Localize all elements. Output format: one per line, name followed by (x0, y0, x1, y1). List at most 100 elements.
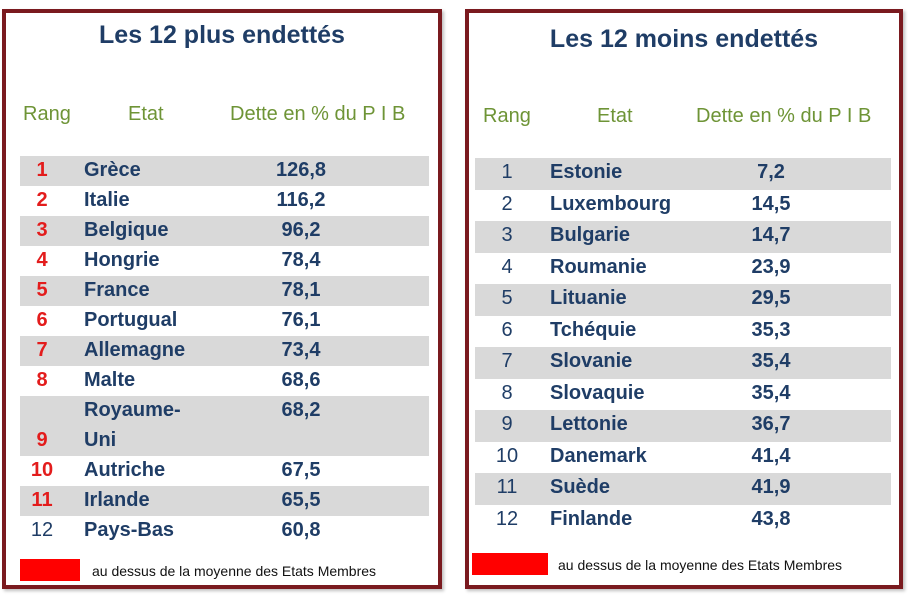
state-cell: Grèce (84, 159, 141, 182)
debt-cell: 35,4 (751, 381, 791, 404)
debt-cell: 78,4 (281, 249, 321, 271)
debt-cell: 23,9 (751, 255, 791, 278)
table-row: 5 Lituanie 29,5 (475, 284, 891, 316)
debt-cell: 76,1 (281, 309, 321, 331)
state-name: Bulgarie (550, 224, 631, 246)
state-name: Danemark (550, 444, 647, 467)
state-cell: Italie (84, 189, 130, 212)
rank-cell: 6 (501, 318, 513, 341)
table-row: 8 Slovaquie 35,4 (475, 379, 891, 411)
state-cell: Hongrie (84, 249, 160, 272)
table-row: 4 Roumanie 23,9 (475, 253, 891, 285)
above-average-legend-text: au dessus de la moyenne des Etats Membre… (92, 563, 377, 579)
state-name: Allemagne (84, 339, 186, 361)
rank-cell: 5 (501, 287, 513, 309)
table-row: 11 Suède 41,9 (475, 473, 891, 505)
state-cell: Slovanie (550, 350, 632, 373)
rank-cell: 11 (496, 476, 518, 498)
state-name: Lettonie (550, 413, 628, 435)
debt-cell: 116,2 (276, 189, 326, 211)
state-name: Slovaquie (550, 381, 645, 404)
state-cell: Allemagne (84, 339, 185, 362)
state-name: Suède (550, 476, 611, 498)
debt-cell: 7,2 (757, 161, 785, 183)
state-name: Malte (84, 369, 136, 391)
state-name: Slovanie (550, 350, 633, 372)
state-cell: Finlande (550, 508, 632, 531)
state-name: Roumanie (550, 255, 647, 278)
above-average-legend-swatch (472, 553, 548, 575)
rank-cell: 4 (36, 249, 48, 271)
debt-cell: 41,4 (751, 444, 791, 467)
debt-cell: 78,1 (281, 279, 321, 301)
debt-header: Dette en % du P I B (230, 103, 406, 125)
state-name: Lituanie (550, 287, 627, 309)
table-row: 4 Hongrie 78,4 (20, 246, 429, 276)
state-cell: Pays-Bas (84, 519, 174, 542)
least-indebted-panel: Les 12 moins endettés Rang Etat Dette en… (465, 9, 903, 589)
debt-cell: 14,7 (751, 224, 791, 246)
debt-cell: 67,5 (281, 459, 321, 481)
rank-cell: 7 (501, 350, 513, 372)
debt-cell: 35,4 (751, 350, 791, 372)
debt-cell: 96,2 (281, 219, 321, 241)
debt-cell: 29,5 (751, 287, 791, 309)
state-name: Tchéquie (550, 318, 637, 341)
table-row: 11 Irlande 65,5 (20, 486, 429, 516)
rank-header: Rang (483, 105, 531, 127)
state-name: Grèce (84, 159, 141, 181)
state-cell: Tchéquie (550, 319, 636, 342)
state-cell: Suède (550, 476, 610, 499)
rank-cell: 1 (36, 159, 48, 181)
table-row: 12 Finlande 43,8 (475, 505, 891, 537)
table-row: 9 Lettonie 36,7 (475, 410, 891, 442)
table-row: 1 Estonie 7,2 (475, 158, 891, 190)
state-cell: Malte (84, 369, 135, 392)
state-cell: Belgique (84, 219, 168, 242)
rank-cell: 4 (501, 255, 513, 278)
state-name: Pays-Bas (84, 519, 175, 541)
debt-cell: 126,8 (275, 159, 327, 181)
rank-header: Rang (23, 103, 71, 125)
state-name: Belgique (84, 219, 169, 241)
state-cell: Bulgarie (550, 224, 630, 247)
state-cell: Lituanie (550, 287, 627, 310)
table-row: 12 Pays-Bas 60,8 (20, 516, 429, 546)
rank-cell: 1 (501, 161, 513, 183)
above-average-legend-swatch (20, 559, 80, 581)
state-cell: Danemark (550, 445, 647, 468)
state-name: Autriche (84, 459, 166, 481)
state-name: Royaume- (84, 399, 181, 421)
table-row: 6 Tchéquie 35,3 (475, 316, 891, 348)
state-header: Etat (597, 105, 633, 127)
rank-cell: 9 (501, 413, 513, 435)
above-average-legend-text: au dessus de la moyenne des Etats Membre… (558, 557, 843, 573)
rank-cell: 10 (495, 444, 519, 467)
debt-cell: 60,8 (281, 519, 321, 541)
state-name-line2: Uni (84, 429, 117, 451)
table-row: 2 Luxembourg 14,5 (475, 190, 891, 222)
table-row: 10 Danemark 41,4 (475, 442, 891, 474)
state-cell: Portugual (84, 309, 177, 332)
debt-cell: 73,4 (281, 339, 321, 361)
debt-cell: 65,5 (281, 489, 321, 511)
state-name: France (84, 279, 150, 301)
rank-cell: 10 (30, 459, 54, 481)
rank-cell: 12 (30, 519, 54, 541)
rank-cell: 3 (501, 224, 513, 246)
debt-cell: 68,2 (281, 399, 321, 421)
state-cell: Irlande (84, 489, 150, 512)
state-name: Portugual (84, 309, 178, 331)
rank-cell: 8 (36, 369, 48, 391)
state-cell: Slovaquie (550, 382, 644, 405)
state-name: Hongrie (84, 249, 160, 271)
state-name: Irlande (84, 489, 150, 511)
debt-cell: 35,3 (751, 318, 791, 341)
debt-cell: 14,5 (751, 192, 791, 215)
state-cell: Autriche (84, 459, 165, 482)
state-name: Luxembourg (550, 192, 672, 215)
table-row: 3 Bulgarie 14,7 (475, 221, 891, 253)
state-cell: Luxembourg (550, 193, 671, 216)
state-cell: Roumanie (550, 256, 647, 279)
rank-cell: 11 (31, 489, 53, 511)
